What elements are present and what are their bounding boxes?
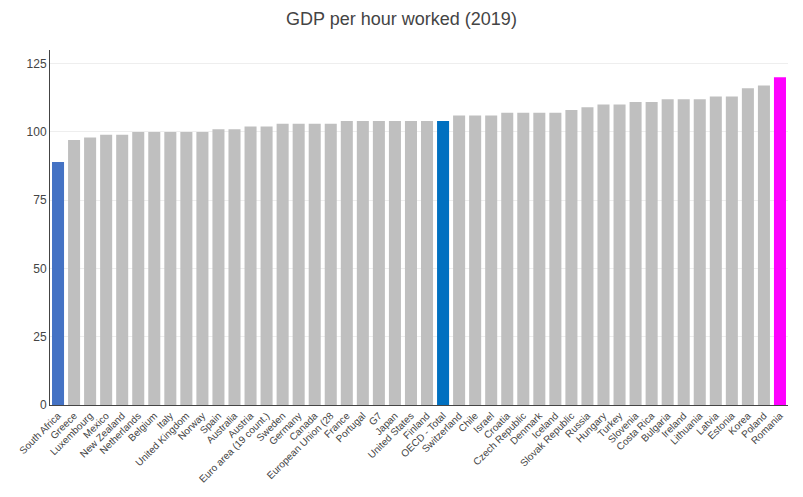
svg-text:Japan: Japan [373, 410, 400, 437]
svg-text:Lithuania: Lithuania [668, 410, 705, 447]
svg-text:Austria: Austria [226, 410, 256, 440]
svg-text:Netherlands: Netherlands [97, 410, 143, 456]
svg-text:Bulgaria: Bulgaria [639, 410, 673, 444]
svg-text:France: France [322, 410, 352, 440]
svg-text:0: 0 [40, 398, 47, 412]
svg-text:Canada: Canada [287, 410, 320, 443]
svg-text:Australia: Australia [204, 410, 240, 446]
svg-text:Finland: Finland [401, 410, 432, 441]
svg-text:Germany: Germany [267, 410, 304, 447]
svg-text:50: 50 [33, 262, 47, 276]
svg-text:Slovak Republic: Slovak Republic [518, 410, 576, 468]
svg-text:Slovenia: Slovenia [606, 410, 641, 445]
svg-text:Sweden: Sweden [254, 410, 287, 443]
svg-text:Poland: Poland [739, 410, 769, 440]
svg-text:United Kingdom: United Kingdom [133, 410, 191, 468]
svg-text:Greece: Greece [48, 410, 79, 441]
svg-text:75: 75 [33, 193, 47, 207]
svg-text:Iceland: Iceland [530, 410, 561, 441]
svg-text:Russia: Russia [563, 410, 593, 440]
svg-text:Spain: Spain [198, 410, 224, 436]
svg-text:GDP per hour worked (2019): GDP per hour worked (2019) [286, 9, 517, 29]
svg-text:Ireland: Ireland [659, 410, 688, 439]
svg-text:Romania: Romania [749, 410, 785, 446]
svg-text:Italy: Italy [155, 410, 176, 431]
svg-text:Switzerland: Switzerland [420, 410, 464, 454]
svg-text:Norway: Norway [176, 410, 208, 442]
svg-text:United States: United States [366, 410, 416, 460]
svg-text:Israel: Israel [471, 410, 496, 435]
svg-text:125: 125 [27, 57, 47, 71]
svg-text:Czech Republic: Czech Republic [471, 410, 528, 467]
svg-text:Costa Rica: Costa Rica [614, 410, 657, 453]
svg-text:Denmark: Denmark [508, 409, 545, 446]
svg-text:G7: G7 [367, 410, 385, 428]
svg-text:Chile: Chile [456, 410, 480, 434]
svg-text:Croatia: Croatia [482, 410, 513, 441]
svg-text:Belgium: Belgium [126, 410, 159, 443]
svg-text:Mexico: Mexico [81, 410, 111, 440]
svg-text:European Union (28: European Union (28 [265, 410, 336, 481]
svg-text:Latvia: Latvia [694, 410, 721, 437]
svg-text:South Africa: South Africa [17, 410, 63, 456]
svg-text:New Zealand: New Zealand [78, 410, 127, 459]
svg-text:Turkey: Turkey [595, 410, 624, 439]
svg-text:Hungary: Hungary [574, 410, 609, 445]
svg-text:Euro area (19 count.): Euro area (19 count.) [197, 410, 272, 485]
svg-text:OECD - Total: OECD - Total [399, 410, 448, 459]
svg-text:100: 100 [27, 125, 47, 139]
svg-text:Korea: Korea [726, 410, 753, 437]
svg-text:25: 25 [33, 330, 47, 344]
svg-text:Luxembourg: Luxembourg [48, 410, 95, 457]
svg-text:Portugal: Portugal [334, 410, 368, 444]
svg-text:Estonia: Estonia [705, 410, 737, 442]
